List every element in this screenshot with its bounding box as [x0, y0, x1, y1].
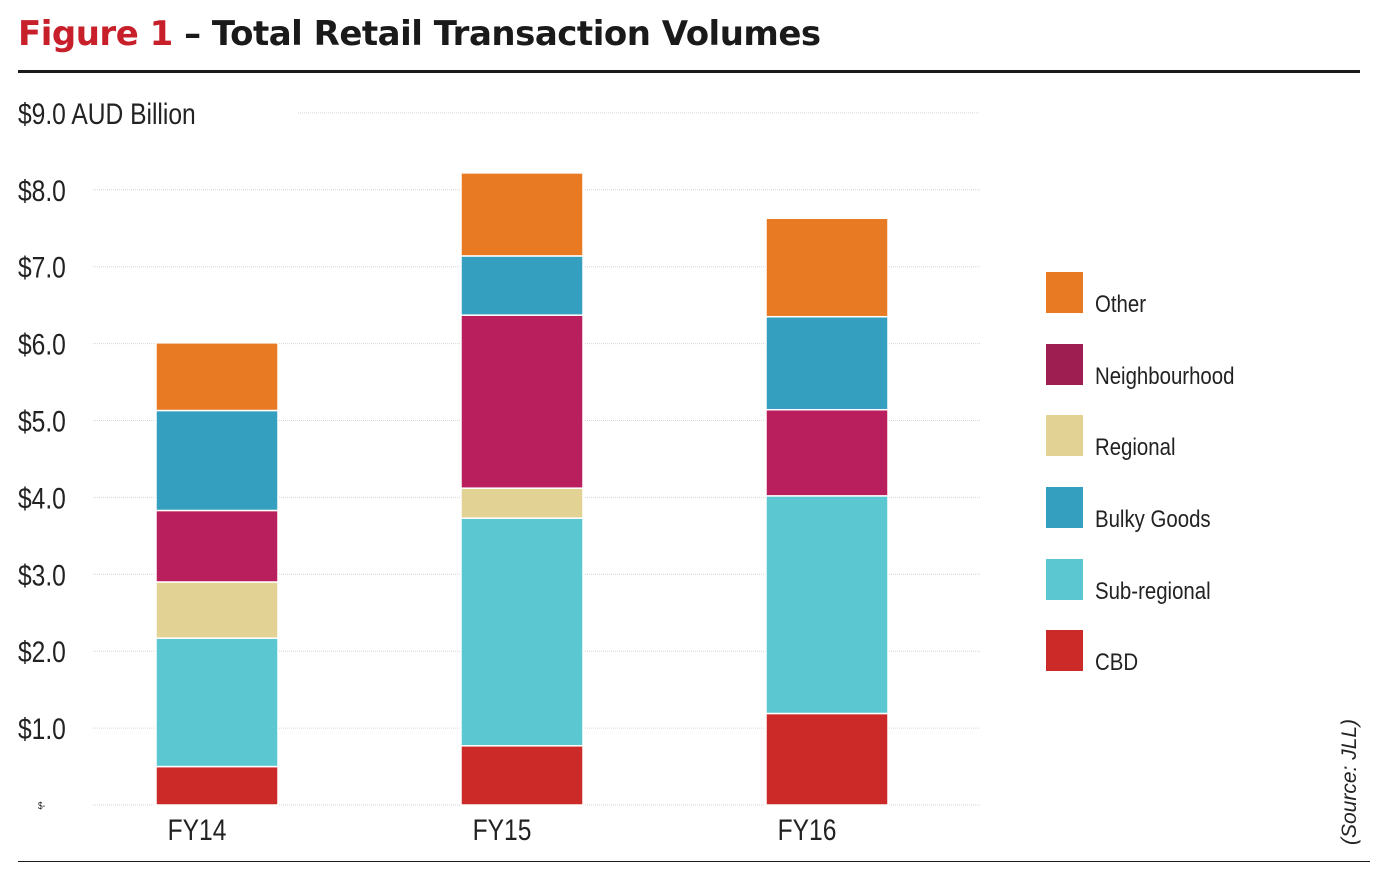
bar-segment [765, 408, 889, 497]
y-tick-label: $- [38, 800, 45, 811]
x-tick-label: FY14 [168, 813, 227, 847]
bar-segment [765, 315, 889, 411]
bar-segment [460, 255, 584, 316]
y-tick-label: $5.0 [18, 404, 66, 438]
y-tick-label: $1.0 [18, 712, 66, 746]
bars [155, 172, 889, 806]
legend-swatch [1046, 272, 1083, 313]
y-tick-label: $8.0 [18, 173, 66, 207]
bar-segment [765, 217, 889, 318]
figure-number: Figure 1 [18, 14, 173, 54]
bar-segment [460, 172, 584, 257]
bar-segment [460, 487, 584, 519]
legend-label: CBD [1095, 648, 1138, 675]
legend-label: Other [1095, 290, 1147, 317]
legend-swatch [1046, 415, 1083, 456]
x-axis-tick-labels: FY14 FY15 FY16 [168, 813, 837, 847]
bar-segment [155, 637, 279, 768]
y-axis-tick-labels: $- $1.0 $2.0 $3.0 $4.0 $5.0 $6.0 $7.0 $8.0 $9.0 A… [18, 97, 196, 812]
chart-title: Figure 1 – Total Retail Transaction Volu… [18, 14, 821, 54]
bar-segment [460, 314, 584, 489]
x-tick-label: FY16 [778, 813, 837, 847]
legend-swatch [1046, 487, 1083, 528]
x-tick-label: FY15 [473, 813, 532, 847]
figure-caption: – Total Retail Transaction Volumes [172, 14, 821, 54]
legend-label: Regional [1095, 433, 1176, 460]
legend: Other Neighbourhood Regional Bulky Goods Sub… [1046, 272, 1234, 675]
legend-label: Neighbourhood [1095, 362, 1234, 389]
bar-segment [155, 765, 279, 806]
legend-swatch [1046, 559, 1083, 600]
gridlines [93, 112, 980, 806]
bottom-rule [18, 861, 1370, 862]
bar-segment [765, 712, 889, 806]
y-tick-label: $6.0 [18, 327, 66, 361]
bar-segment [155, 409, 279, 512]
source-text: (Source: JLL) [1338, 719, 1361, 845]
bar-segment [460, 517, 584, 747]
source-note: (Source: JLL) [1338, 719, 1361, 845]
bar-segment [765, 495, 889, 715]
legend-label: Bulky Goods [1095, 505, 1211, 532]
bar-segment [460, 745, 584, 806]
title-rule [18, 70, 1360, 73]
bar-segment [155, 342, 279, 412]
y-tick-label: $7.0 [18, 250, 66, 284]
y-tick-label: $2.0 [18, 635, 66, 669]
y-tick-label: $9.0 AUD Billion [18, 97, 196, 131]
y-tick-label: $4.0 [18, 481, 66, 515]
legend-label: Sub-regional [1095, 577, 1211, 604]
legend-swatch [1046, 344, 1083, 385]
legend-swatch [1046, 630, 1083, 671]
y-tick-label: $3.0 [18, 558, 66, 592]
bar-segment [155, 509, 279, 583]
bar-segment [155, 581, 279, 639]
